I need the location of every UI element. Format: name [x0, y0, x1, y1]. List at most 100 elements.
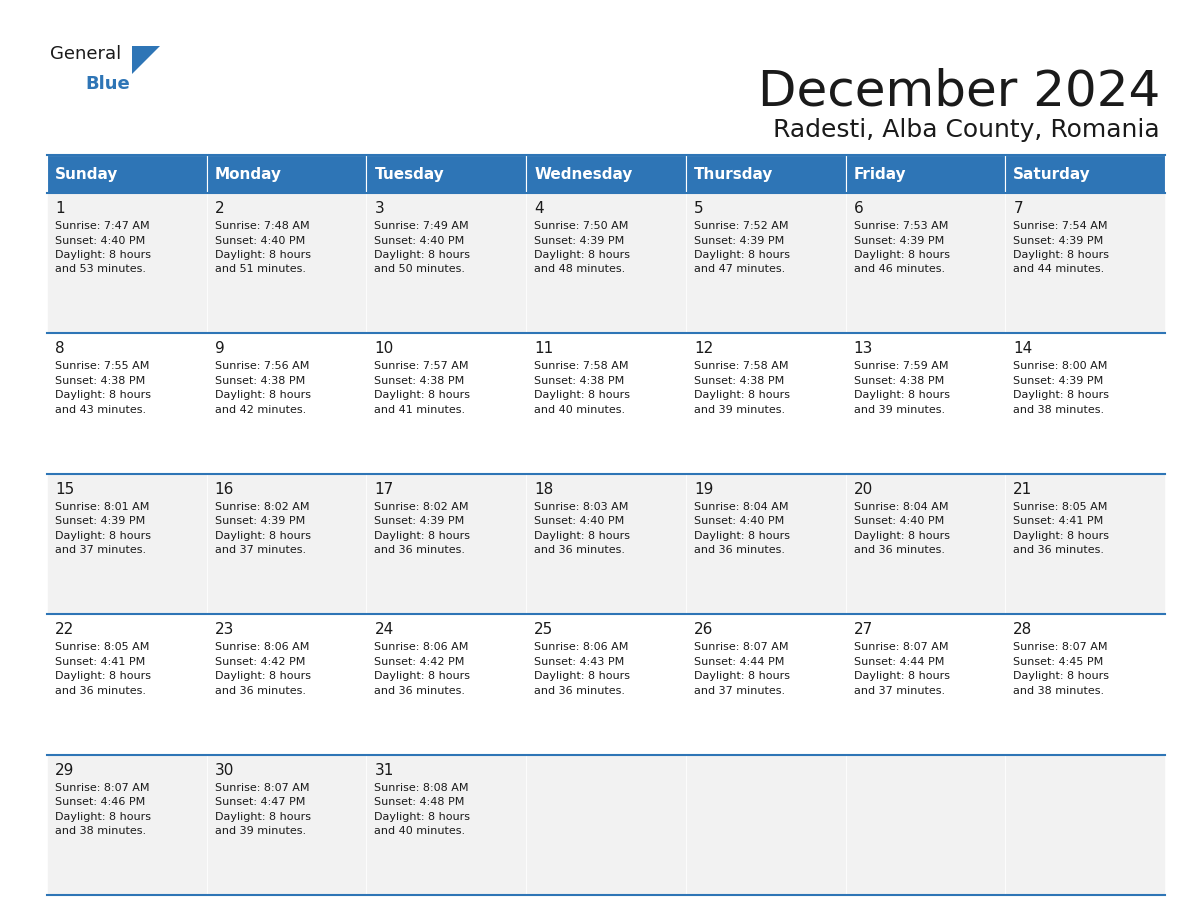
- Text: 30: 30: [215, 763, 234, 778]
- Text: and 51 minutes.: and 51 minutes.: [215, 264, 305, 274]
- Text: 14: 14: [1013, 341, 1032, 356]
- Text: Sunrise: 8:02 AM: Sunrise: 8:02 AM: [374, 502, 469, 512]
- Bar: [846, 333, 1005, 474]
- Text: Daylight: 8 hours: Daylight: 8 hours: [694, 390, 790, 400]
- Text: Sunset: 4:42 PM: Sunset: 4:42 PM: [374, 656, 465, 666]
- Text: and 36 minutes.: and 36 minutes.: [374, 545, 466, 555]
- Bar: [48, 755, 207, 895]
- Text: Sunset: 4:38 PM: Sunset: 4:38 PM: [55, 375, 145, 386]
- Text: Sunrise: 8:07 AM: Sunrise: 8:07 AM: [215, 783, 309, 792]
- Text: Tuesday: Tuesday: [374, 166, 444, 182]
- Text: Daylight: 8 hours: Daylight: 8 hours: [694, 531, 790, 541]
- Text: 10: 10: [374, 341, 393, 356]
- Bar: [846, 155, 1005, 193]
- Text: Daylight: 8 hours: Daylight: 8 hours: [535, 531, 630, 541]
- Text: and 48 minutes.: and 48 minutes.: [535, 264, 625, 274]
- Bar: [685, 333, 846, 474]
- Bar: [366, 614, 526, 755]
- Text: Sunrise: 8:05 AM: Sunrise: 8:05 AM: [1013, 502, 1107, 512]
- Text: and 42 minutes.: and 42 minutes.: [215, 405, 307, 415]
- Bar: [1005, 155, 1165, 193]
- Bar: [526, 155, 685, 193]
- Text: Sunrise: 8:03 AM: Sunrise: 8:03 AM: [535, 502, 628, 512]
- Text: and 36 minutes.: and 36 minutes.: [374, 686, 466, 696]
- Text: Sunrise: 7:55 AM: Sunrise: 7:55 AM: [55, 362, 150, 372]
- Text: Sunset: 4:38 PM: Sunset: 4:38 PM: [215, 375, 305, 386]
- Text: Sunset: 4:40 PM: Sunset: 4:40 PM: [853, 516, 943, 526]
- Text: Sunrise: 7:53 AM: Sunrise: 7:53 AM: [853, 221, 948, 231]
- Text: Sunrise: 8:07 AM: Sunrise: 8:07 AM: [694, 643, 789, 652]
- Bar: [685, 614, 846, 755]
- Text: Daylight: 8 hours: Daylight: 8 hours: [853, 390, 949, 400]
- Bar: [207, 193, 366, 333]
- Text: and 36 minutes.: and 36 minutes.: [535, 545, 625, 555]
- Text: Sunset: 4:40 PM: Sunset: 4:40 PM: [215, 236, 305, 245]
- Text: and 39 minutes.: and 39 minutes.: [215, 826, 305, 836]
- Text: Daylight: 8 hours: Daylight: 8 hours: [853, 250, 949, 260]
- Text: Daylight: 8 hours: Daylight: 8 hours: [55, 531, 151, 541]
- Text: Daylight: 8 hours: Daylight: 8 hours: [374, 671, 470, 681]
- Text: and 41 minutes.: and 41 minutes.: [374, 405, 466, 415]
- Text: Daylight: 8 hours: Daylight: 8 hours: [215, 390, 311, 400]
- Text: 31: 31: [374, 763, 393, 778]
- Text: and 43 minutes.: and 43 minutes.: [55, 405, 146, 415]
- Text: Sunrise: 7:57 AM: Sunrise: 7:57 AM: [374, 362, 469, 372]
- Text: Sunset: 4:38 PM: Sunset: 4:38 PM: [853, 375, 943, 386]
- Text: and 36 minutes.: and 36 minutes.: [55, 686, 146, 696]
- Text: Daylight: 8 hours: Daylight: 8 hours: [374, 250, 470, 260]
- Bar: [48, 333, 207, 474]
- Text: Wednesday: Wednesday: [535, 166, 632, 182]
- Text: Sunrise: 7:58 AM: Sunrise: 7:58 AM: [694, 362, 789, 372]
- Bar: [48, 614, 207, 755]
- Bar: [1005, 193, 1165, 333]
- Text: 20: 20: [853, 482, 873, 497]
- Text: Sunrise: 7:48 AM: Sunrise: 7:48 AM: [215, 221, 309, 231]
- Text: 27: 27: [853, 622, 873, 637]
- Text: Sunrise: 7:52 AM: Sunrise: 7:52 AM: [694, 221, 789, 231]
- Text: Daylight: 8 hours: Daylight: 8 hours: [55, 671, 151, 681]
- Text: and 36 minutes.: and 36 minutes.: [215, 686, 305, 696]
- Text: Daylight: 8 hours: Daylight: 8 hours: [694, 671, 790, 681]
- Text: Sunday: Sunday: [55, 166, 119, 182]
- Bar: [685, 755, 846, 895]
- Bar: [1005, 614, 1165, 755]
- Text: Daylight: 8 hours: Daylight: 8 hours: [215, 250, 311, 260]
- Text: Daylight: 8 hours: Daylight: 8 hours: [55, 250, 151, 260]
- Text: Sunrise: 8:08 AM: Sunrise: 8:08 AM: [374, 783, 469, 792]
- Text: Sunrise: 8:07 AM: Sunrise: 8:07 AM: [853, 643, 948, 652]
- Text: Sunset: 4:39 PM: Sunset: 4:39 PM: [1013, 236, 1104, 245]
- Text: Sunset: 4:40 PM: Sunset: 4:40 PM: [694, 516, 784, 526]
- Text: Sunset: 4:43 PM: Sunset: 4:43 PM: [535, 656, 625, 666]
- Text: Sunrise: 7:59 AM: Sunrise: 7:59 AM: [853, 362, 948, 372]
- Text: 15: 15: [55, 482, 74, 497]
- Text: Daylight: 8 hours: Daylight: 8 hours: [535, 250, 630, 260]
- Text: Sunrise: 8:06 AM: Sunrise: 8:06 AM: [535, 643, 628, 652]
- Text: 28: 28: [1013, 622, 1032, 637]
- Bar: [1005, 755, 1165, 895]
- Text: Sunrise: 8:02 AM: Sunrise: 8:02 AM: [215, 502, 309, 512]
- Text: Sunrise: 8:00 AM: Sunrise: 8:00 AM: [1013, 362, 1107, 372]
- Text: Sunset: 4:39 PM: Sunset: 4:39 PM: [374, 516, 465, 526]
- Text: Daylight: 8 hours: Daylight: 8 hours: [215, 812, 311, 822]
- Text: Sunrise: 7:50 AM: Sunrise: 7:50 AM: [535, 221, 628, 231]
- Text: Sunset: 4:47 PM: Sunset: 4:47 PM: [215, 797, 305, 807]
- Text: 1: 1: [55, 201, 64, 216]
- Bar: [685, 193, 846, 333]
- Text: 22: 22: [55, 622, 74, 637]
- Text: and 38 minutes.: and 38 minutes.: [55, 826, 146, 836]
- Text: Saturday: Saturday: [1013, 166, 1091, 182]
- Text: Sunrise: 8:01 AM: Sunrise: 8:01 AM: [55, 502, 150, 512]
- Text: and 44 minutes.: and 44 minutes.: [1013, 264, 1105, 274]
- Text: Sunset: 4:39 PM: Sunset: 4:39 PM: [694, 236, 784, 245]
- Text: Daylight: 8 hours: Daylight: 8 hours: [535, 390, 630, 400]
- Text: Sunset: 4:39 PM: Sunset: 4:39 PM: [1013, 375, 1104, 386]
- Text: and 36 minutes.: and 36 minutes.: [694, 545, 785, 555]
- Text: Sunrise: 8:06 AM: Sunrise: 8:06 AM: [374, 643, 469, 652]
- Text: 18: 18: [535, 482, 554, 497]
- Text: Daylight: 8 hours: Daylight: 8 hours: [374, 531, 470, 541]
- Text: and 36 minutes.: and 36 minutes.: [1013, 545, 1105, 555]
- Bar: [846, 193, 1005, 333]
- Bar: [366, 755, 526, 895]
- Bar: [48, 155, 207, 193]
- Text: Daylight: 8 hours: Daylight: 8 hours: [374, 812, 470, 822]
